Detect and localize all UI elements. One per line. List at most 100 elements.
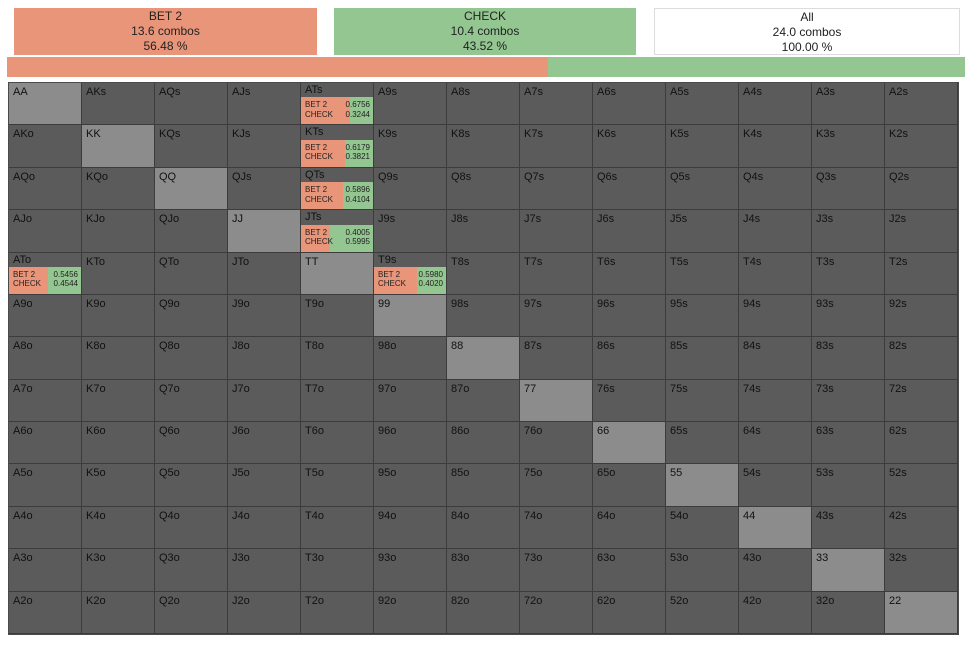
hand-cell-kqs[interactable]: KQs	[155, 125, 228, 168]
hand-cell-j6o[interactable]: J6o	[228, 422, 301, 465]
hand-cell-q9o[interactable]: Q9o	[155, 294, 228, 338]
hand-cell-q6s[interactable]: Q6s	[593, 167, 666, 211]
hand-cell-96o[interactable]: 96o	[374, 422, 447, 465]
hand-cell-82o[interactable]: 82o	[447, 591, 520, 634]
hand-cell-q8s[interactable]: Q8s	[447, 167, 520, 211]
hand-cell-tt[interactable]: TT	[301, 252, 374, 295]
hand-cell-qjo[interactable]: QJo	[155, 210, 228, 253]
hand-cell-a7s[interactable]: A7s	[520, 83, 593, 126]
hand-cell-q8o[interactable]: Q8o	[155, 337, 228, 380]
hand-cell-k2o[interactable]: K2o	[82, 591, 155, 634]
hand-cell-jto[interactable]: JTo	[228, 252, 301, 295]
hand-cell-73s[interactable]: 73s	[812, 379, 885, 423]
hand-cell-93o[interactable]: 93o	[374, 549, 447, 592]
hand-cell-j2s[interactable]: J2s	[885, 210, 958, 253]
hand-cell-j6s[interactable]: J6s	[593, 210, 666, 253]
hand-cell-t3s[interactable]: T3s	[812, 252, 885, 295]
hand-cell-k3o[interactable]: K3o	[82, 549, 155, 592]
hand-cell-64o[interactable]: 64o	[593, 506, 666, 550]
hand-cell-54o[interactable]: 54o	[666, 506, 739, 550]
hand-cell-62o[interactable]: 62o	[593, 591, 666, 634]
hand-cell-t5o[interactable]: T5o	[301, 464, 374, 507]
hand-cell-q2o[interactable]: Q2o	[155, 591, 228, 634]
hand-cell-52s[interactable]: 52s	[885, 464, 958, 507]
hand-cell-q3o[interactable]: Q3o	[155, 549, 228, 592]
hand-cell-84s[interactable]: 84s	[739, 337, 812, 380]
hand-cell-a4s[interactable]: A4s	[739, 83, 812, 126]
hand-cell-43o[interactable]: 43o	[739, 549, 812, 592]
hand-cell-a6o[interactable]: A6o	[9, 422, 82, 465]
hand-cell-q3s[interactable]: Q3s	[812, 167, 885, 211]
hand-cell-63o[interactable]: 63o	[593, 549, 666, 592]
hand-cell-j4o[interactable]: J4o	[228, 506, 301, 550]
hand-cell-k2s[interactable]: K2s	[885, 125, 958, 168]
hand-cell-t5s[interactable]: T5s	[666, 252, 739, 295]
hand-cell-j5s[interactable]: J5s	[666, 210, 739, 253]
hand-cell-t9s[interactable]: T9s BET 2 0.5980 CHECK 0.4020	[374, 252, 447, 295]
hand-cell-87o[interactable]: 87o	[447, 379, 520, 423]
hand-cell-33[interactable]: 33	[812, 549, 885, 592]
hand-cell-j2o[interactable]: J2o	[228, 591, 301, 634]
hand-cell-t2o[interactable]: T2o	[301, 591, 374, 634]
hand-cell-64s[interactable]: 64s	[739, 422, 812, 465]
hand-cell-qts[interactable]: QTs BET 2 0.5896 CHECK 0.4104	[301, 167, 374, 211]
hand-cell-q5s[interactable]: Q5s	[666, 167, 739, 211]
hand-cell-ajo[interactable]: AJo	[9, 210, 82, 253]
hand-cell-qjs[interactable]: QJs	[228, 167, 301, 211]
hand-cell-85s[interactable]: 85s	[666, 337, 739, 380]
hand-cell-k8s[interactable]: K8s	[447, 125, 520, 168]
hand-cell-t6s[interactable]: T6s	[593, 252, 666, 295]
hand-cell-j3s[interactable]: J3s	[812, 210, 885, 253]
hand-cell-aa[interactable]: AA	[9, 83, 82, 126]
hand-cell-j8s[interactable]: J8s	[447, 210, 520, 253]
hand-cell-t9o[interactable]: T9o	[301, 294, 374, 338]
hand-cell-k7s[interactable]: K7s	[520, 125, 593, 168]
hand-cell-ajs[interactable]: AJs	[228, 83, 301, 126]
hand-cell-k7o[interactable]: K7o	[82, 379, 155, 423]
hand-cell-a9o[interactable]: A9o	[9, 294, 82, 338]
hand-cell-65s[interactable]: 65s	[666, 422, 739, 465]
hand-cell-72s[interactable]: 72s	[885, 379, 958, 423]
hand-cell-55[interactable]: 55	[666, 464, 739, 507]
hand-cell-44[interactable]: 44	[739, 506, 812, 550]
hand-cell-t7o[interactable]: T7o	[301, 379, 374, 423]
hand-cell-76s[interactable]: 76s	[593, 379, 666, 423]
hand-cell-k5s[interactable]: K5s	[666, 125, 739, 168]
hand-cell-j8o[interactable]: J8o	[228, 337, 301, 380]
hand-cell-q7s[interactable]: Q7s	[520, 167, 593, 211]
hand-cell-j7s[interactable]: J7s	[520, 210, 593, 253]
hand-cell-a7o[interactable]: A7o	[9, 379, 82, 423]
hand-cell-86s[interactable]: 86s	[593, 337, 666, 380]
hand-cell-a3o[interactable]: A3o	[9, 549, 82, 592]
hand-cell-94s[interactable]: 94s	[739, 294, 812, 338]
hand-cell-k6o[interactable]: K6o	[82, 422, 155, 465]
hand-cell-k3s[interactable]: K3s	[812, 125, 885, 168]
hand-cell-97s[interactable]: 97s	[520, 294, 593, 338]
hand-cell-75s[interactable]: 75s	[666, 379, 739, 423]
hand-cell-t3o[interactable]: T3o	[301, 549, 374, 592]
hand-cell-74s[interactable]: 74s	[739, 379, 812, 423]
hand-cell-a8s[interactable]: A8s	[447, 83, 520, 126]
hand-cell-42o[interactable]: 42o	[739, 591, 812, 634]
hand-cell-77[interactable]: 77	[520, 379, 593, 423]
hand-cell-98o[interactable]: 98o	[374, 337, 447, 380]
hand-cell-84o[interactable]: 84o	[447, 506, 520, 550]
hand-cell-a5o[interactable]: A5o	[9, 464, 82, 507]
hand-cell-75o[interactable]: 75o	[520, 464, 593, 507]
hand-cell-83s[interactable]: 83s	[812, 337, 885, 380]
hand-cell-ako[interactable]: AKo	[9, 125, 82, 168]
hand-cell-22[interactable]: 22	[885, 591, 958, 634]
hand-cell-q6o[interactable]: Q6o	[155, 422, 228, 465]
hand-cell-k9s[interactable]: K9s	[374, 125, 447, 168]
hand-cell-j4s[interactable]: J4s	[739, 210, 812, 253]
hand-cell-qto[interactable]: QTo	[155, 252, 228, 295]
hand-cell-aks[interactable]: AKs	[82, 83, 155, 126]
hand-cell-96s[interactable]: 96s	[593, 294, 666, 338]
hand-cell-q5o[interactable]: Q5o	[155, 464, 228, 507]
hand-cell-94o[interactable]: 94o	[374, 506, 447, 550]
hand-cell-t8o[interactable]: T8o	[301, 337, 374, 380]
hand-cell-t4o[interactable]: T4o	[301, 506, 374, 550]
hand-cell-t6o[interactable]: T6o	[301, 422, 374, 465]
hand-cell-kjs[interactable]: KJs	[228, 125, 301, 168]
hand-cell-a4o[interactable]: A4o	[9, 506, 82, 550]
